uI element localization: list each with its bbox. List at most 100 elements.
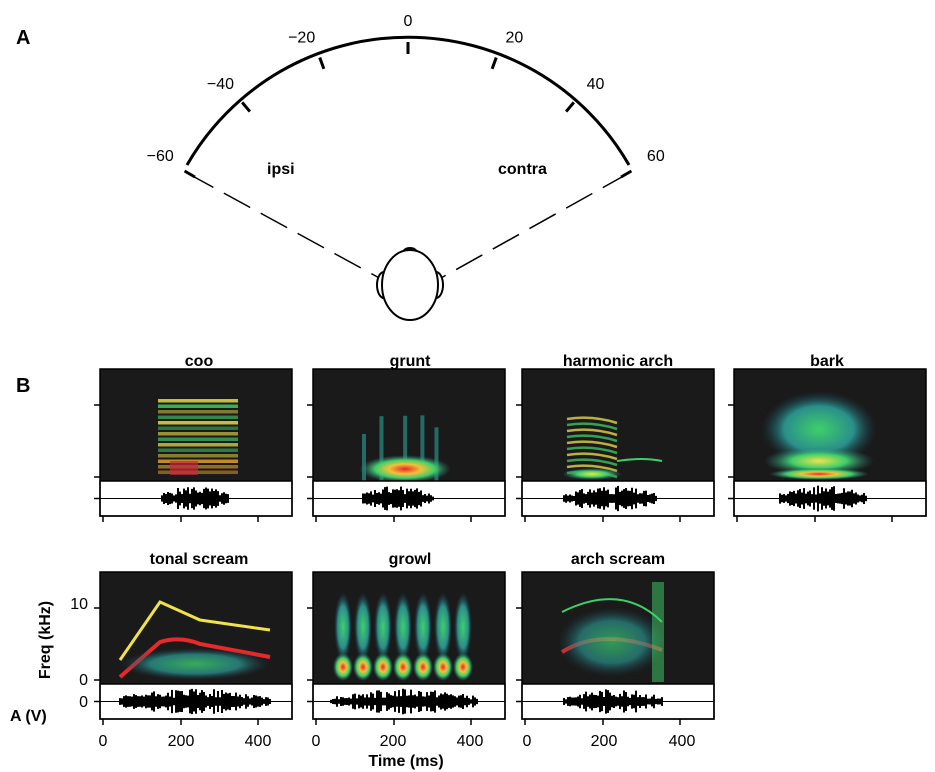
- call-title-growl: growl: [389, 551, 432, 568]
- spectro-pulse: [373, 653, 393, 681]
- spectrogram-content: [761, 391, 877, 480]
- x-tick-200: 200: [380, 733, 407, 750]
- call-panel: [307, 571, 506, 725]
- freq-tick-10: 10: [70, 596, 88, 613]
- spectro-pulse: [394, 592, 412, 662]
- spectrogram-content: [118, 600, 271, 680]
- amp-tick-0: 0: [79, 694, 88, 711]
- spectrogram: [522, 369, 714, 481]
- waveform: [563, 485, 657, 512]
- azimuth-tick-label: 20: [505, 29, 523, 46]
- spectro-band: [158, 399, 238, 403]
- x-tick-400: 400: [245, 733, 272, 750]
- spectro-streak: [379, 416, 384, 485]
- call-title-coo: coo: [185, 353, 214, 370]
- azimuth-tick-label: −60: [147, 148, 174, 165]
- spectro-pulse: [333, 653, 353, 681]
- left-field-boundary: [186, 172, 384, 281]
- call-title-grunt: grunt: [390, 353, 432, 370]
- x-tick-labels-3: 0 200 400: [523, 733, 696, 750]
- spectro-energy: [359, 455, 451, 483]
- spectro-streak: [362, 433, 367, 490]
- call-panel: [516, 571, 715, 725]
- x-tick-labels-2: 0 200 400: [312, 733, 484, 750]
- spectro-pulse: [434, 592, 452, 662]
- spectro-harmonic: [566, 446, 618, 455]
- spectro-pulse: [454, 592, 472, 662]
- azimuth-arc: [185, 35, 631, 166]
- azimuth-tick-label: −20: [288, 29, 315, 46]
- spectro-harmonic: [616, 458, 663, 462]
- spectro-pulse: [353, 653, 373, 681]
- spectro-energy: [769, 468, 869, 480]
- spectro-harmonic: [566, 428, 618, 437]
- ipsi-label: ipsi: [267, 161, 295, 178]
- panel-b-label: B: [16, 375, 30, 397]
- spectro-pulse: [414, 592, 432, 662]
- azimuth-ticks: [183, 42, 633, 179]
- spectro-harmonic: [566, 452, 618, 461]
- spectro-energy: [120, 648, 270, 680]
- spectro-pulse: [453, 653, 473, 681]
- spectro-pulse: [413, 653, 433, 681]
- spectro-harmonic: [566, 416, 618, 425]
- panel-frame: [99, 368, 293, 517]
- spectro-band: [158, 410, 238, 414]
- panel-frame: [521, 571, 715, 720]
- x-tick-200: 200: [591, 733, 618, 750]
- spectro-energy: [170, 461, 198, 475]
- x-tick-400: 400: [669, 733, 696, 750]
- spectro-band: [158, 443, 238, 447]
- spectro-streak: [652, 582, 664, 682]
- waveform: [119, 688, 271, 715]
- azimuth-tick-label: 0: [404, 13, 413, 30]
- spectro-band: [158, 415, 238, 419]
- freq-tick-0: 0: [79, 672, 88, 689]
- spectro-band: [158, 421, 238, 425]
- azimuth-tick-label: −40: [207, 76, 234, 93]
- spectro-contour: [118, 637, 271, 679]
- x-tick-labels-1: 0 200 400: [99, 733, 272, 750]
- azimuth-tick: [318, 57, 326, 70]
- call-title-arch-scream: arch scream: [571, 551, 665, 568]
- contra-label: contra: [498, 161, 547, 178]
- panel-a-label: A: [16, 27, 30, 49]
- waveform: [161, 487, 229, 510]
- spectro-harmonic: [566, 440, 618, 449]
- waveform: [362, 486, 434, 511]
- spectro-energy: [761, 391, 877, 467]
- x-tick-400: 400: [457, 733, 484, 750]
- azimuth-tick: [490, 57, 498, 70]
- spectro-band: [158, 426, 238, 430]
- spectro-pulse: [374, 592, 392, 662]
- spectro-band: [158, 404, 238, 408]
- spectro-band: [158, 448, 238, 452]
- spectro-pulse: [334, 592, 352, 662]
- call-panel: [728, 368, 927, 522]
- spectrogram-content: [333, 592, 473, 681]
- waveform: [779, 485, 867, 512]
- spectrogram-content: [562, 416, 663, 480]
- panel-frame: [99, 571, 293, 720]
- spectro-harmonic: [566, 422, 618, 431]
- call-panel: [307, 368, 506, 522]
- panel-frame: [312, 368, 506, 517]
- spectro-energy: [562, 468, 622, 480]
- azimuth-tick: [241, 101, 252, 113]
- x-tick-0: 0: [312, 733, 321, 750]
- time-axis-label: Time (ms): [368, 753, 443, 770]
- spectrogram-content: [158, 399, 238, 475]
- azimuth-tick-label: 40: [587, 76, 605, 93]
- spectro-energy: [557, 607, 667, 677]
- spectrogram-content: [359, 415, 451, 494]
- waveform: [563, 689, 663, 714]
- spectro-harmonic: [566, 434, 618, 443]
- waveform: [330, 688, 478, 715]
- azimuth-tick: [564, 101, 575, 113]
- panel-frame: [312, 571, 506, 720]
- spectro-streak: [420, 415, 425, 478]
- spectro-pulse: [433, 653, 453, 681]
- spectro-energy: [764, 447, 874, 475]
- call-title-harmonic-arch: harmonic arch: [563, 353, 673, 370]
